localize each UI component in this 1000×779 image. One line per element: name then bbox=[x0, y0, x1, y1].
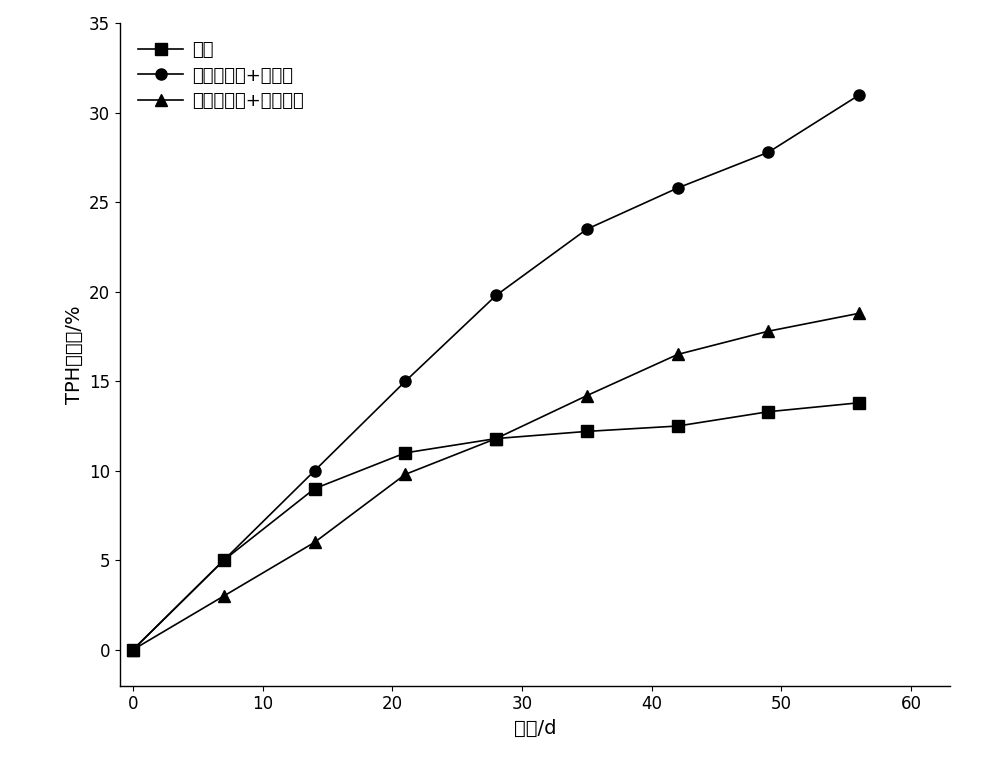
表面活性剂+东南景天 bbox=[399, 470, 411, 479]
表面活性剂+东南景天 bbox=[672, 350, 684, 359]
对照 bbox=[309, 484, 321, 493]
对照 bbox=[762, 407, 774, 417]
表面活性剂+白皮松 bbox=[672, 183, 684, 192]
表面活性剂+白皮松 bbox=[309, 466, 321, 475]
表面活性剂+白皮松 bbox=[762, 147, 774, 157]
表面活性剂+白皮松 bbox=[218, 555, 230, 565]
表面活性剂+白皮松 bbox=[127, 645, 139, 654]
对照 bbox=[672, 421, 684, 431]
表面活性剂+东南景天 bbox=[127, 645, 139, 654]
表面活性剂+白皮松 bbox=[490, 291, 502, 300]
表面活性剂+东南景天 bbox=[218, 591, 230, 601]
对照 bbox=[218, 555, 230, 565]
Line: 表面活性剂+东南景天: 表面活性剂+东南景天 bbox=[127, 308, 865, 655]
Y-axis label: TPH降解率/%: TPH降解率/% bbox=[65, 305, 84, 404]
Line: 表面活性剂+白皮松: 表面活性剂+白皮松 bbox=[127, 90, 865, 655]
表面活性剂+东南景天 bbox=[309, 538, 321, 547]
对照 bbox=[399, 448, 411, 457]
Line: 对照: 对照 bbox=[127, 397, 865, 655]
Legend: 对照, 表面活性剂+白皮松, 表面活性剂+东南景天: 对照, 表面活性剂+白皮松, 表面活性剂+东南景天 bbox=[129, 33, 313, 119]
对照 bbox=[581, 427, 593, 436]
表面活性剂+东南景天 bbox=[853, 308, 865, 318]
表面活性剂+白皮松 bbox=[853, 90, 865, 100]
对照 bbox=[127, 645, 139, 654]
表面活性剂+东南景天 bbox=[762, 326, 774, 336]
X-axis label: 时间/d: 时间/d bbox=[514, 719, 556, 738]
表面活性剂+东南景天 bbox=[490, 434, 502, 443]
对照 bbox=[853, 398, 865, 407]
表面活性剂+白皮松 bbox=[399, 376, 411, 386]
表面活性剂+东南景天 bbox=[581, 391, 593, 400]
表面活性剂+白皮松 bbox=[581, 224, 593, 234]
对照 bbox=[490, 434, 502, 443]
